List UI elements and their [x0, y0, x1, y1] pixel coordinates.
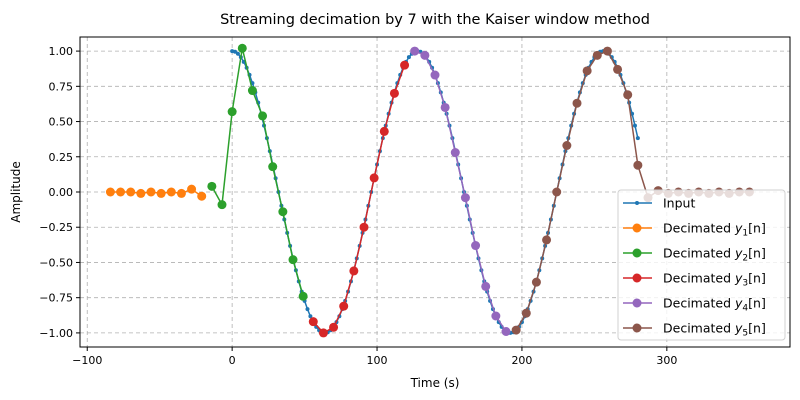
series-2-point [247, 86, 257, 96]
legend-label: Decimated y4[n] [663, 296, 766, 314]
series-5-point [542, 235, 552, 245]
series-3-point [329, 322, 339, 332]
legend-marker [632, 323, 642, 333]
series-3-line [312, 64, 406, 334]
series-5-point [623, 90, 633, 100]
series-1-point [116, 187, 126, 197]
series-2-point [288, 255, 298, 265]
y-tick-label: 0.00 [49, 186, 74, 199]
legend-marker [632, 248, 642, 258]
y-tick-label: 1.00 [49, 45, 74, 58]
series-3-point [359, 222, 369, 232]
input-point [406, 55, 411, 60]
series-1-point [136, 188, 146, 198]
x-axis-label: Time (s) [410, 376, 460, 390]
legend-marker [632, 223, 642, 233]
legend-label: Decimated y1[n] [663, 221, 766, 239]
plot-area [105, 43, 754, 338]
series-4-point [501, 327, 511, 336]
series-4-point [410, 46, 420, 56]
series-1-point [166, 187, 176, 197]
series-1-point [105, 187, 115, 197]
series-4-point [450, 148, 460, 158]
input-point [632, 123, 637, 128]
series-5-point [592, 50, 602, 60]
x-tick-label: 200 [511, 354, 532, 367]
series-2-point [258, 111, 268, 121]
y-tick-label: 0.50 [49, 116, 74, 129]
x-tick-label: −100 [72, 354, 102, 367]
series-1-point [197, 191, 207, 201]
x-tick-label: 300 [656, 354, 677, 367]
chart-title: Streaming decimation by 7 with the Kaise… [220, 12, 650, 28]
series-2-line [211, 48, 304, 297]
input-point [635, 136, 640, 141]
series-3-point [379, 126, 389, 136]
series-3-point [389, 88, 399, 98]
legend: Input Decimated y1[n] Decimated y2[n] Decim… [617, 189, 786, 341]
series-1-point [176, 188, 186, 198]
series-2-point [207, 181, 217, 191]
series-2-point [237, 43, 247, 53]
y-tick-label: −0.25 [39, 221, 73, 234]
series-5-point [531, 277, 541, 287]
series-3-point [308, 317, 318, 327]
y-tick-label: −0.75 [39, 292, 73, 305]
x-tick-label: 0 [229, 354, 236, 367]
series-1-line [110, 188, 203, 197]
series-4-point [460, 193, 470, 203]
series-1-point [156, 188, 166, 198]
series-5-point [582, 66, 592, 76]
series-4-point [491, 311, 501, 321]
series-2-point [278, 207, 288, 217]
series-5-point [552, 187, 562, 197]
legend-label: Decimated y5[n] [663, 321, 766, 339]
series-4-point [471, 241, 481, 251]
series-3-point [400, 60, 410, 70]
input-point [235, 51, 240, 56]
series-5-point [602, 46, 612, 56]
series-4-line [414, 50, 507, 332]
axis-ticks: −100 0 100 200 300 1.00 0.75 0.50 0.25 0.00 −0.25 −… [39, 45, 677, 367]
y-tick-label: −0.50 [39, 256, 73, 269]
series-2-point [227, 107, 237, 117]
series-4-point [481, 281, 491, 291]
input-point [233, 49, 238, 54]
series-5-point [562, 141, 572, 150]
series-3-point [339, 301, 349, 311]
series-5-point [633, 160, 643, 170]
legend-box [617, 189, 786, 341]
y-tick-label: 0.25 [49, 151, 74, 164]
legend-label: Input [663, 196, 695, 211]
series-3-point [349, 266, 359, 276]
series-5-point [521, 308, 531, 318]
series-3-point [318, 328, 328, 338]
y-tick-label: −1.00 [39, 327, 73, 340]
series-1-point [146, 187, 156, 197]
series-2-point [298, 291, 308, 301]
y-axis-label: Amplitude [9, 161, 23, 223]
legend-marker [632, 298, 642, 308]
legend-label: Decimated y3[n] [663, 271, 766, 289]
legend-label: Decimated y2[n] [663, 246, 766, 264]
x-tick-label: 100 [367, 354, 388, 367]
y-tick-label: 0.75 [49, 80, 74, 93]
series-4-point [430, 70, 440, 80]
series-4-point [440, 102, 450, 112]
series-4-point [420, 50, 430, 60]
legend-marker [635, 201, 639, 205]
series-1-point [187, 184, 197, 194]
series-2-point [268, 162, 278, 172]
series-5-point [572, 98, 582, 108]
legend-marker [632, 273, 642, 283]
series-5-point [511, 325, 521, 335]
series-5-point [613, 64, 623, 74]
input-point [308, 314, 313, 319]
input-point [305, 307, 310, 312]
series-3-point [369, 173, 379, 183]
series-1-point [126, 187, 136, 197]
series-2-point [217, 200, 227, 210]
